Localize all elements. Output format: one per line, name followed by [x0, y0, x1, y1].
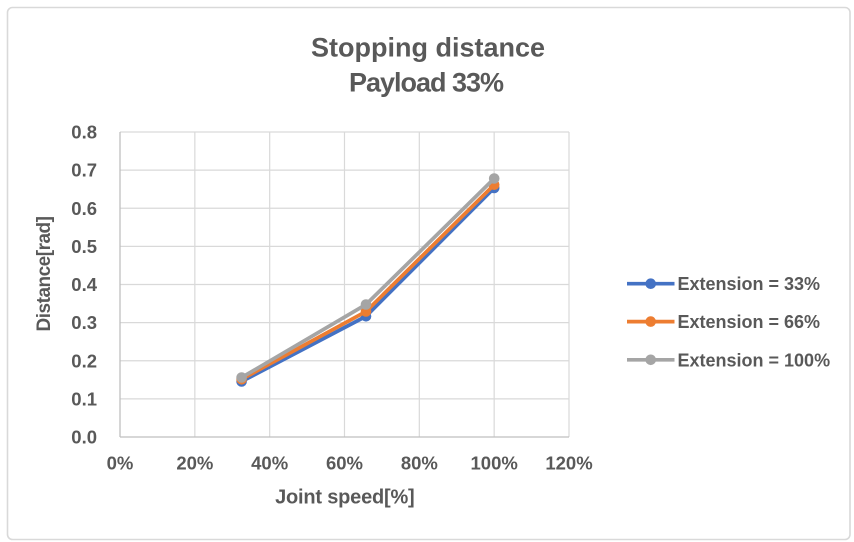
svg-text:Payload 33%: Payload 33%: [349, 67, 504, 97]
svg-text:0%: 0%: [107, 452, 134, 473]
svg-text:80%: 80%: [401, 452, 438, 473]
svg-text:Extension = 66%: Extension = 66%: [678, 312, 821, 332]
svg-text:0.4: 0.4: [71, 274, 97, 295]
svg-text:0.5: 0.5: [71, 236, 97, 257]
svg-text:0.3: 0.3: [71, 312, 97, 333]
svg-text:Stopping distance: Stopping distance: [311, 32, 545, 62]
svg-text:Extension = 100%: Extension = 100%: [678, 350, 831, 370]
svg-text:120%: 120%: [545, 452, 592, 473]
svg-text:0.0: 0.0: [71, 427, 97, 448]
svg-text:Joint speed[%]: Joint speed[%]: [275, 486, 414, 508]
svg-text:0.6: 0.6: [71, 198, 97, 219]
svg-text:0.2: 0.2: [71, 350, 97, 371]
svg-text:40%: 40%: [251, 452, 288, 473]
svg-text:0.1: 0.1: [71, 388, 97, 409]
svg-text:Extension = 33%: Extension = 33%: [678, 274, 821, 294]
svg-text:0.7: 0.7: [71, 160, 97, 181]
svg-text:20%: 20%: [176, 452, 213, 473]
svg-text:0.8: 0.8: [71, 122, 97, 143]
svg-text:60%: 60%: [326, 452, 363, 473]
svg-text:Distance[rad]: Distance[rad]: [34, 216, 55, 331]
svg-text:100%: 100%: [471, 452, 518, 473]
